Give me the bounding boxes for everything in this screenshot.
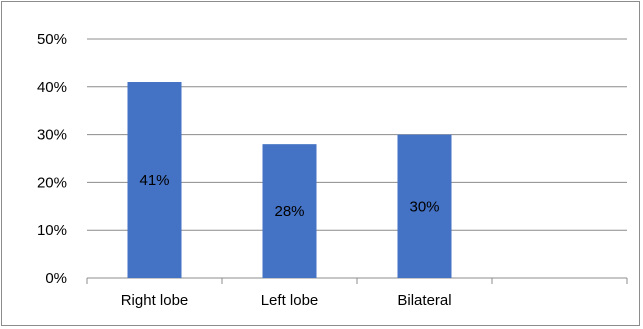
x-tick-label: Left lobe [261, 292, 319, 309]
data-label: 41% [139, 172, 169, 189]
y-tick-label: 50% [37, 31, 67, 48]
y-tick-label: 0% [45, 270, 67, 287]
x-tick-label: Right lobe [121, 292, 189, 309]
y-tick-label: 40% [37, 79, 67, 96]
bar [397, 134, 452, 278]
bar [262, 144, 317, 278]
y-tick-label: 30% [37, 127, 67, 144]
data-label: 28% [274, 203, 304, 220]
bar [127, 82, 182, 279]
x-tick-label: Bilateral [397, 292, 451, 309]
data-label: 30% [409, 198, 439, 215]
y-tick-label: 10% [37, 222, 67, 239]
y-tick-label: 20% [37, 174, 67, 191]
